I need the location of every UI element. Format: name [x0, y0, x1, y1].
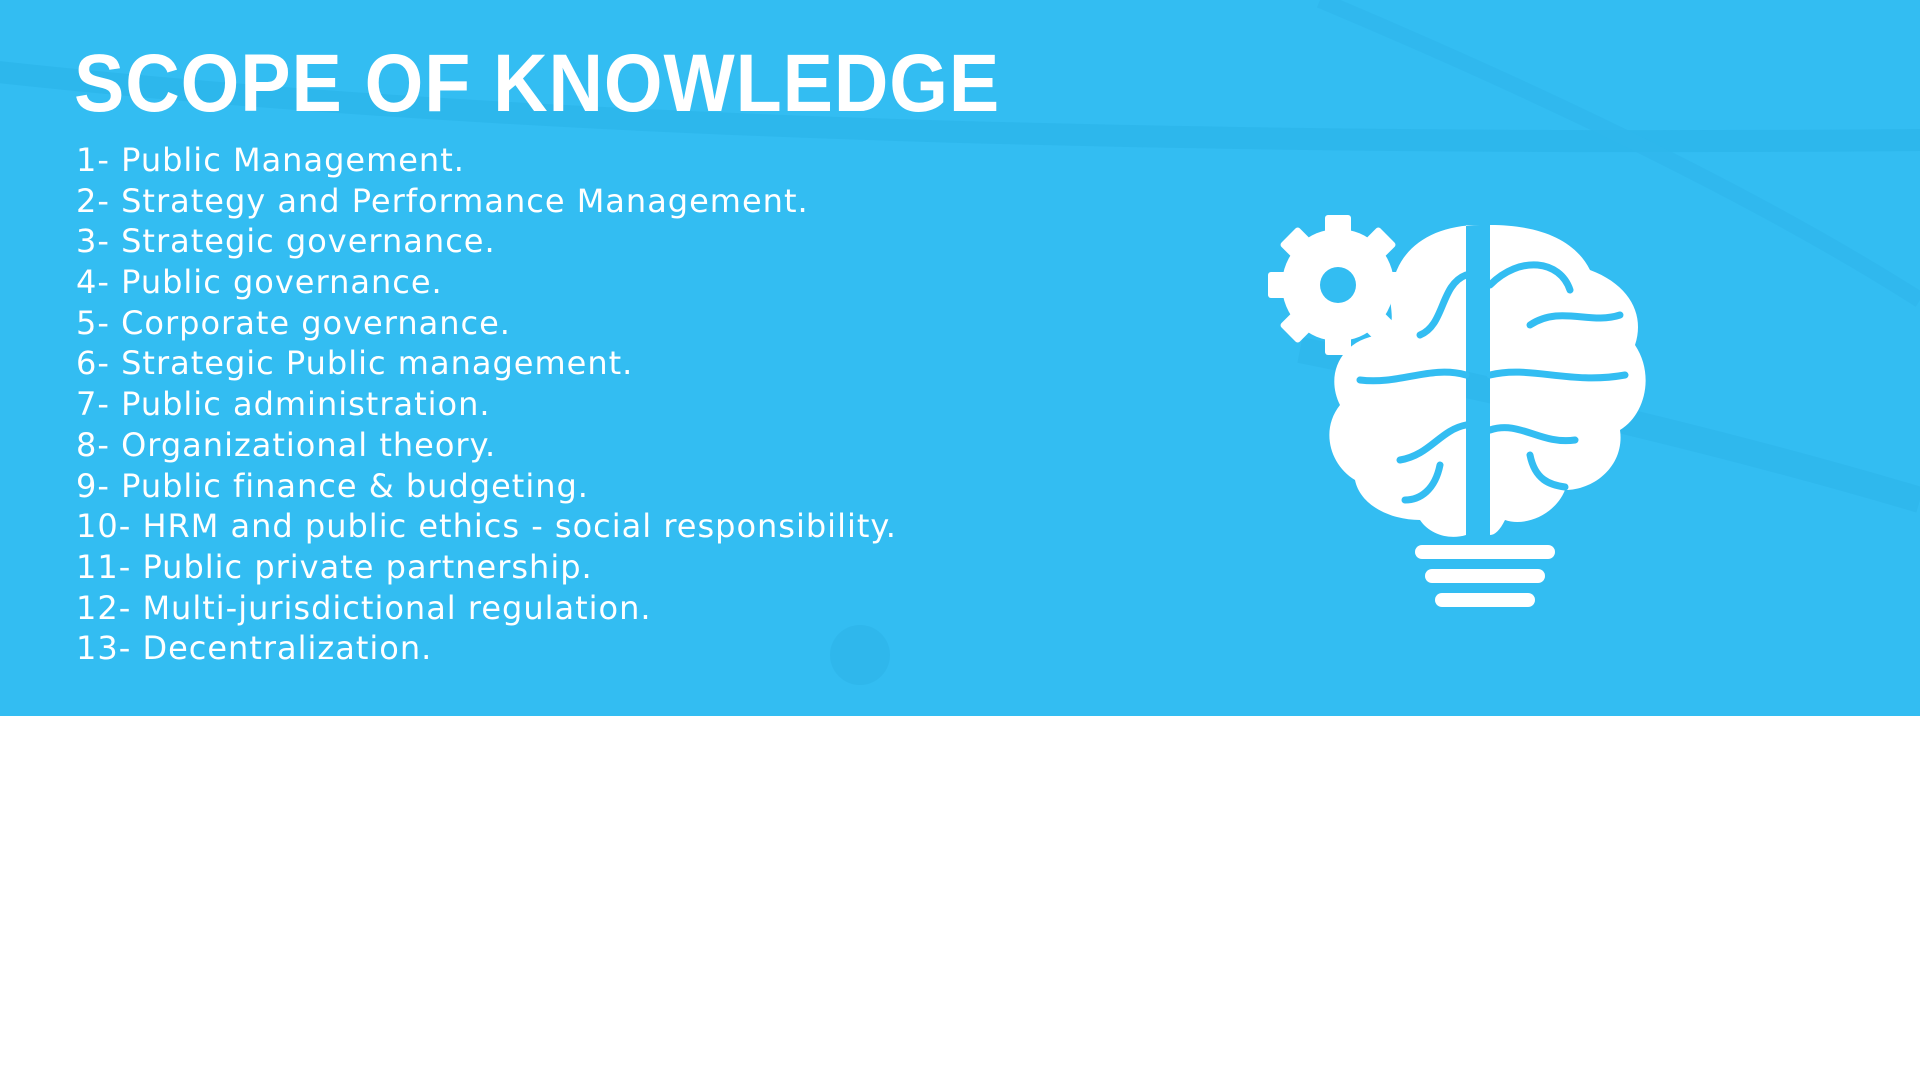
topic-item: 6- Strategic Public management.	[76, 344, 634, 383]
topic-item: 3- Strategic governance.	[76, 222, 496, 261]
topic-item: 10- HRM and public ethics - social respo…	[76, 507, 897, 546]
topic-item: 7- Public administration.	[76, 385, 491, 424]
topic-item: 13- Decentralization.	[76, 629, 433, 668]
topic-item: 2- Strategy and Performance Management.	[76, 181, 809, 220]
topic-item: 12- Multi-jurisdictional regulation.	[76, 588, 652, 627]
topic-item: 5- Corporate governance.	[76, 303, 511, 342]
topic-item: 1- Public Management.	[76, 141, 465, 179]
topic-list: 1- Public Management. 2- Strategy and Pe…	[76, 140, 897, 669]
topic-item: 8- Organizational theory.	[76, 425, 497, 464]
topic-item: 4- Public governance.	[76, 263, 443, 302]
slide-banner: SCOPE OF KNOWLEDGE 1- Public Management.…	[0, 0, 1920, 716]
topic-item: 11- Public private partnership.	[76, 547, 593, 586]
slide-title: SCOPE OF KNOWLEDGE	[74, 38, 1001, 129]
brain-lightbulb-gear-icon	[1268, 215, 1646, 607]
topic-item: 9- Public finance & budgeting.	[76, 466, 589, 505]
